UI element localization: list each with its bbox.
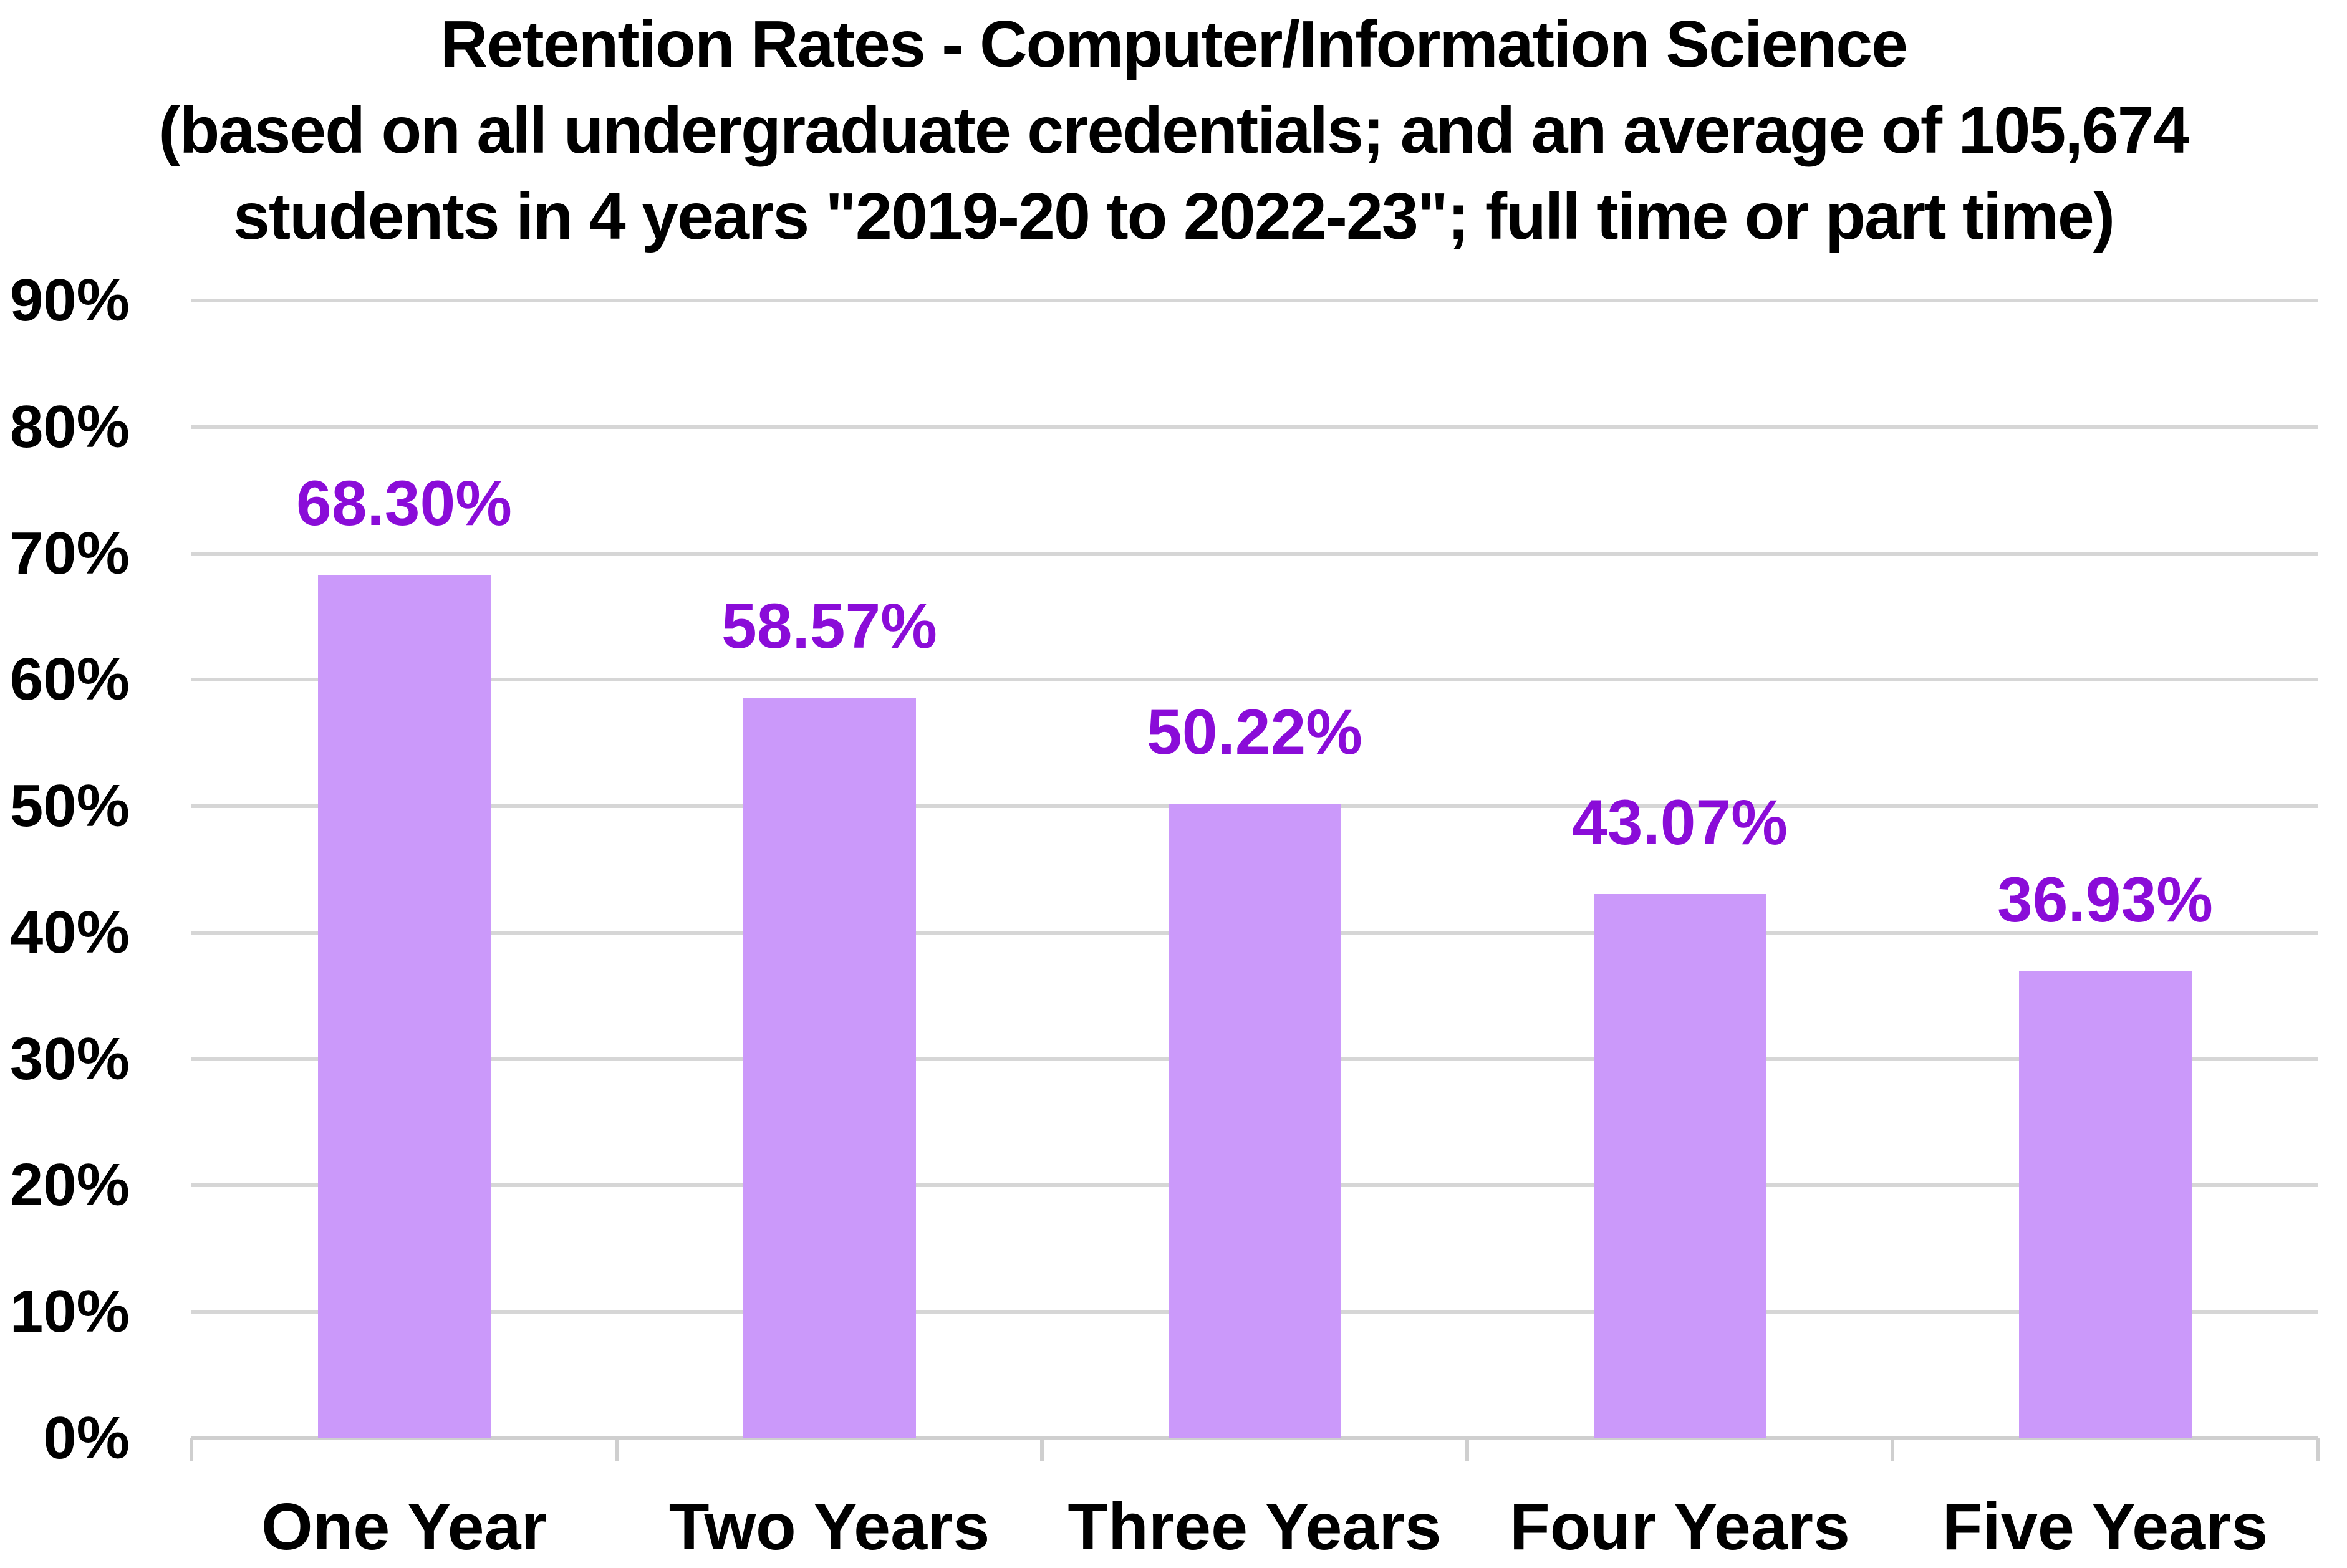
y-axis-label-0%: 0% [43,1405,130,1471]
data-label-three-years: 50.22% [1147,696,1362,767]
gridline-70% [191,551,2318,556]
data-label-five-years: 36.93% [1997,864,2213,936]
bar-one-year [317,575,491,1438]
data-label-one-year: 68.30% [296,468,512,539]
x-axis-tick-0 [190,1438,193,1461]
y-axis-label-90%: 90% [9,267,130,334]
bar-two-years [743,698,916,1438]
y-axis-label-30%: 30% [9,1025,130,1092]
x-axis-tick-1 [615,1438,619,1461]
x-axis-tick-5 [2316,1438,2320,1461]
y-axis-label-60%: 60% [9,646,130,713]
chart-title-line-2: (based on all undergraduate credentials;… [158,94,2189,167]
chart-title: Retention Rates - Computer/Information S… [0,1,2347,259]
y-axis-label-40%: 40% [9,898,130,966]
x-axis-tick-4 [1891,1438,1894,1461]
gridline-80% [191,425,2318,429]
bar-five-years [2018,971,2192,1438]
gridline-60% [191,678,2318,682]
y-axis-label-20%: 20% [9,1152,130,1219]
x-axis-label-two-years: Two Years [668,1490,990,1564]
chart-title-line-1: Retention Rates - Computer/Information S… [440,7,1908,81]
x-axis-tick-3 [1465,1438,1469,1461]
chart-title-line-3: students in 4 years "2019-20 to 2022-23"… [233,180,2115,253]
y-axis-label-70%: 70% [9,519,130,587]
bar-four-years [1593,893,1766,1438]
y-axis-label-80%: 80% [9,393,130,460]
y-axis-label-50%: 50% [9,772,130,840]
bar-three-years [1168,803,1341,1438]
data-label-four-years: 43.07% [1572,786,1788,858]
data-label-two-years: 58.57% [721,590,937,662]
gridline-0% [191,1436,2318,1440]
x-axis-label-four-years: Four Years [1510,1490,1850,1564]
x-axis-label-three-years: Three Years [1067,1490,1442,1564]
x-axis-tick-2 [1040,1438,1044,1461]
gridline-90% [191,299,2318,302]
x-axis-label-one-year: One Year [261,1490,547,1564]
y-axis-label-10%: 10% [9,1278,130,1345]
x-axis-label-five-years: Five Years [1942,1490,2268,1564]
